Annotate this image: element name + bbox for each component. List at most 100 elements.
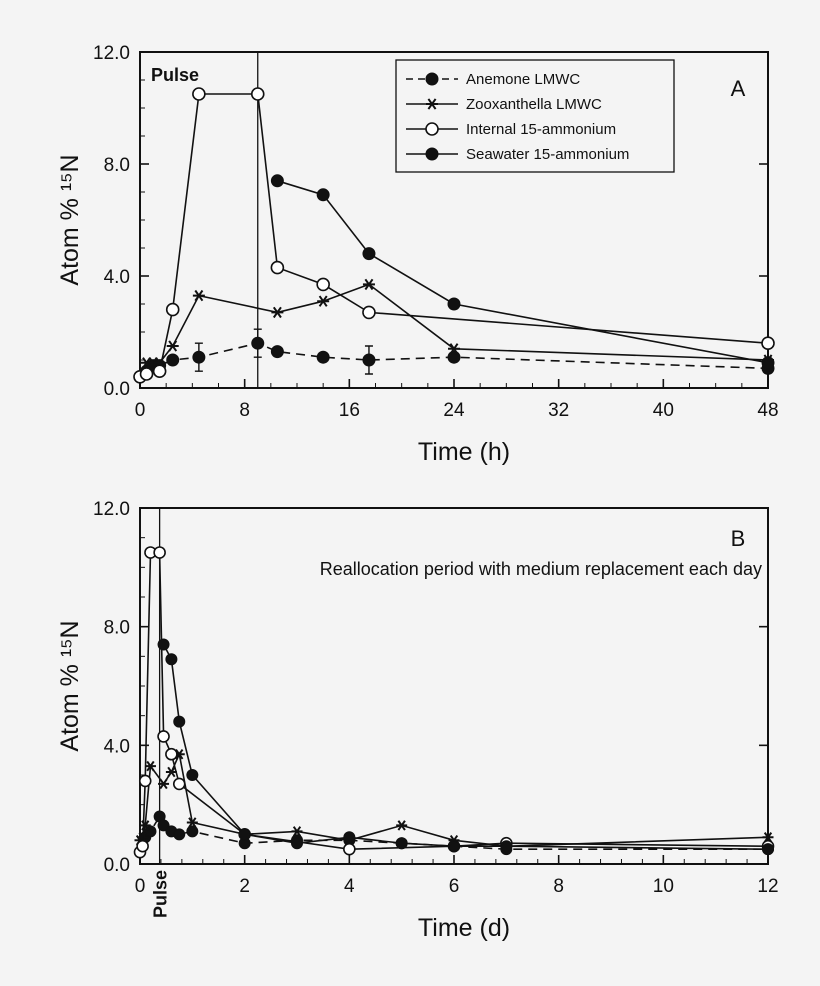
data-point bbox=[153, 546, 166, 559]
data-point bbox=[165, 653, 178, 666]
series-line bbox=[139, 551, 769, 853]
data-point bbox=[152, 364, 167, 379]
data-point bbox=[448, 343, 460, 355]
pulse-label: Pulse bbox=[151, 870, 171, 918]
data-point bbox=[138, 774, 152, 788]
data-point bbox=[362, 305, 376, 320]
panel-letter: B bbox=[731, 526, 746, 551]
y-tick-label: 8.0 bbox=[104, 155, 130, 176]
y-tick-label: 0.0 bbox=[104, 855, 130, 876]
x-tick-label: 32 bbox=[548, 400, 569, 421]
data-point bbox=[186, 817, 198, 828]
data-point bbox=[362, 247, 376, 261]
data-point bbox=[173, 715, 186, 728]
series-internal-15-ammonium bbox=[133, 87, 775, 384]
data-point bbox=[343, 831, 356, 844]
series-line bbox=[277, 180, 769, 364]
data-point bbox=[166, 340, 179, 352]
legend-marker bbox=[426, 98, 438, 110]
data-point bbox=[157, 730, 170, 743]
data-point bbox=[362, 353, 376, 367]
data-point bbox=[761, 336, 775, 351]
data-point bbox=[144, 760, 156, 772]
panel-letter: A bbox=[731, 76, 746, 101]
data-point bbox=[158, 778, 170, 790]
series-zooxanthella-lmwc bbox=[134, 748, 774, 852]
data-point bbox=[173, 828, 186, 841]
data-point bbox=[165, 766, 177, 778]
series-internal-15-ammonium bbox=[133, 546, 775, 859]
data-point bbox=[251, 336, 265, 350]
legend-entry: Internal 15-ammonium bbox=[466, 121, 616, 138]
data-point bbox=[139, 367, 154, 381]
y-axis-label: Atom % ¹⁵N bbox=[56, 154, 84, 285]
data-point bbox=[186, 825, 199, 838]
legend-entry: Zooxanthella LMWC bbox=[466, 96, 602, 113]
data-point bbox=[157, 819, 170, 832]
x-tick-label: 6 bbox=[449, 876, 460, 897]
y-tick-label: 4.0 bbox=[104, 736, 130, 757]
legend-marker bbox=[425, 147, 439, 161]
legend-marker bbox=[425, 72, 439, 86]
data-point bbox=[316, 277, 330, 292]
data-point bbox=[271, 306, 284, 319]
x-tick-label: 8 bbox=[239, 400, 250, 421]
data-point bbox=[192, 350, 206, 364]
x-tick-label: 24 bbox=[443, 400, 465, 421]
data-point bbox=[157, 638, 170, 651]
x-tick-label: 40 bbox=[653, 400, 674, 421]
data-point bbox=[317, 295, 330, 307]
series-line bbox=[162, 644, 769, 850]
data-point bbox=[291, 826, 303, 837]
data-point bbox=[291, 837, 303, 850]
x-axis-label: Time (h) bbox=[418, 438, 510, 466]
legend-entry: Seawater 15-ammonium bbox=[466, 146, 629, 163]
y-tick-label: 12.0 bbox=[93, 43, 130, 64]
panel-a: 0.0 4.0 8.0 12.0 0 8 16 24 32 40 48 Time (h) Atom % … bbox=[56, 43, 779, 466]
data-point bbox=[192, 87, 206, 101]
data-point bbox=[362, 278, 375, 291]
series-zooxanthella-lmwc bbox=[134, 278, 774, 383]
series-seawater-15-ammonium bbox=[270, 174, 775, 370]
data-point bbox=[448, 840, 460, 853]
y-tick-label: 4.0 bbox=[104, 267, 130, 288]
panel-b: 0.0 4.0 8.0 12.0 0 2 4 6 8 10 12 Time (d) Atom % ¹⁵N… bbox=[56, 499, 779, 942]
data-point bbox=[250, 87, 265, 101]
data-point bbox=[395, 837, 408, 850]
data-point bbox=[192, 289, 205, 302]
data-point bbox=[762, 843, 774, 856]
data-point bbox=[316, 188, 330, 202]
x-tick-label: 0 bbox=[135, 876, 146, 897]
x-tick-label: 10 bbox=[653, 876, 674, 897]
data-point bbox=[166, 353, 180, 367]
y-tick-label: 12.0 bbox=[93, 499, 130, 520]
legend-marker bbox=[425, 122, 439, 136]
legend: Anemone LMWC Zooxanthella LMWC Internal 15… bbox=[395, 59, 675, 173]
data-point bbox=[270, 174, 284, 188]
pulse-label: Pulse bbox=[151, 65, 199, 85]
data-point bbox=[396, 820, 408, 831]
data-point bbox=[343, 842, 356, 856]
reallocation-note: Reallocation period with medium replacem… bbox=[320, 559, 762, 579]
y-tick-label: 0.0 bbox=[104, 379, 130, 400]
y-axis-label: Atom % ¹⁵N bbox=[56, 620, 84, 751]
data-point bbox=[270, 260, 285, 275]
data-point bbox=[186, 769, 199, 781]
data-point bbox=[316, 350, 330, 364]
x-tick-label: 0 bbox=[135, 400, 146, 421]
data-point bbox=[165, 747, 178, 761]
data-point bbox=[136, 839, 149, 853]
x-tick-label: 8 bbox=[553, 876, 564, 897]
x-tick-label: 12 bbox=[757, 876, 778, 897]
x-tick-label: 2 bbox=[239, 876, 250, 897]
series-seawater-15-ammonium bbox=[157, 638, 774, 856]
data-point bbox=[172, 777, 186, 791]
data-point bbox=[165, 302, 180, 317]
data-point bbox=[761, 356, 775, 370]
data-point bbox=[500, 840, 513, 853]
y-tick-label: 8.0 bbox=[104, 618, 130, 639]
data-point bbox=[447, 297, 461, 311]
x-tick-label: 16 bbox=[339, 400, 360, 421]
legend-entry: Anemone LMWC bbox=[466, 71, 580, 88]
